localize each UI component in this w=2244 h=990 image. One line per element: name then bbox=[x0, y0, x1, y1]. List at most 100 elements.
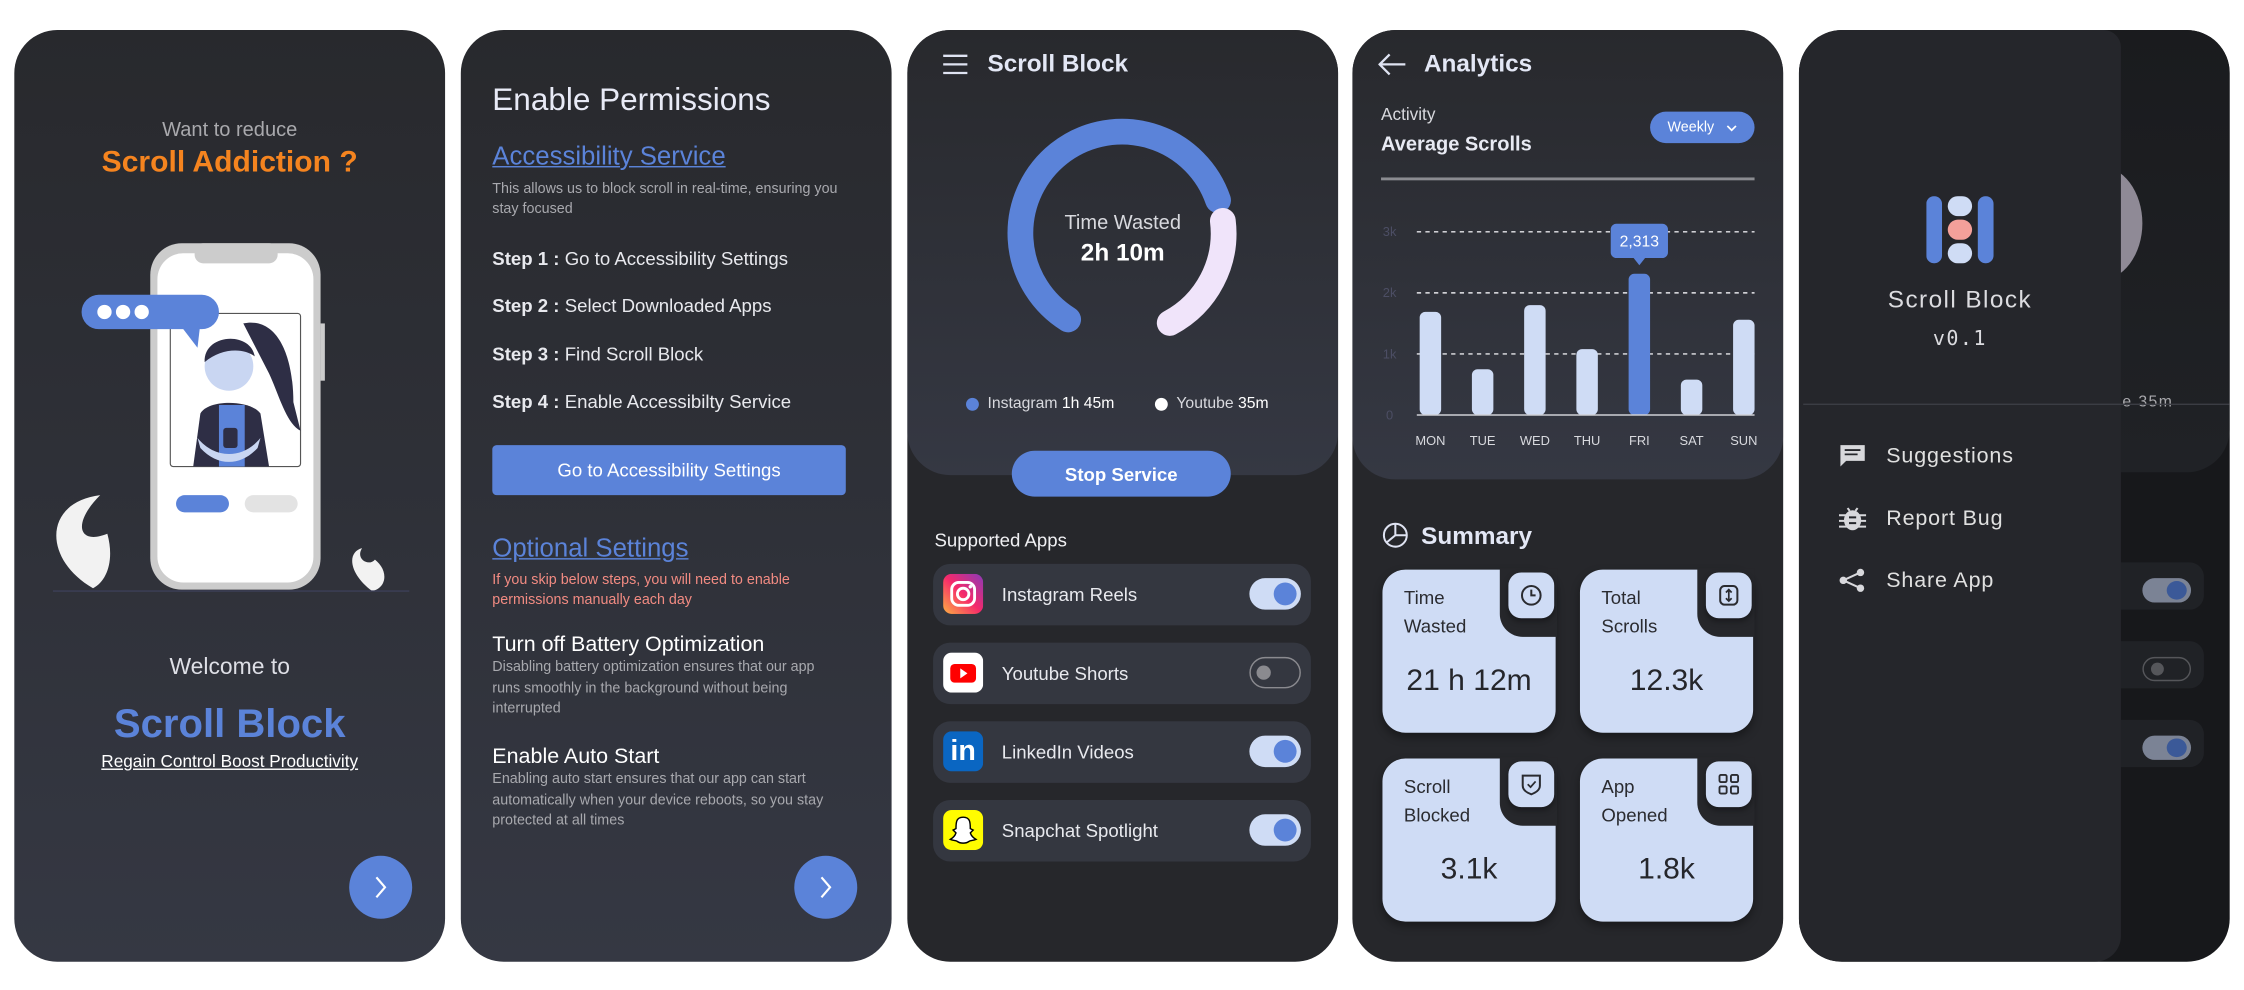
app-name: Snapchat Spotlight bbox=[1001, 820, 1158, 842]
app-version: v0.1 bbox=[1932, 327, 1987, 351]
supported-apps-title: Supported Apps bbox=[934, 529, 1067, 551]
step-text: Go to Accessibility Settings bbox=[559, 247, 789, 270]
arrow-left-icon[interactable] bbox=[1378, 53, 1407, 76]
legend-name: Youtube bbox=[1176, 394, 1234, 413]
step-label: Step 4 : bbox=[492, 390, 560, 413]
go-to-accessibility-button[interactable]: Go to Accessibility Settings bbox=[492, 445, 846, 496]
x-tick-label: TUE bbox=[1470, 433, 1496, 448]
app-name: LinkedIn Videos bbox=[1001, 741, 1134, 763]
app-toggle[interactable] bbox=[1249, 735, 1301, 768]
app-toggle[interactable] bbox=[1249, 578, 1301, 610]
hamburger-menu-icon[interactable] bbox=[943, 54, 968, 75]
grid-icon bbox=[1705, 761, 1752, 808]
card-label: Scroll Blocked bbox=[1403, 775, 1471, 826]
autostart-description: Enabling auto start ensures that our app… bbox=[492, 771, 824, 829]
x-tick-label: SUN bbox=[1730, 433, 1757, 448]
scroll-vertical-icon bbox=[1705, 572, 1752, 619]
app-title: Scroll Block bbox=[987, 50, 1129, 78]
menu-item-label: Suggestions bbox=[1886, 442, 2014, 468]
step-text: Find Scroll Block bbox=[559, 343, 704, 365]
next-button[interactable] bbox=[794, 855, 858, 919]
analytics-screen: Analytics Activity Average Scrolls Weekl… bbox=[1352, 30, 1784, 962]
summary-title: Summary bbox=[1421, 522, 1532, 550]
app-logo bbox=[1926, 196, 1994, 264]
menu-item-suggestions[interactable]: Suggestions bbox=[1839, 438, 2014, 472]
drawer-app-name: Scroll Block bbox=[1887, 286, 2033, 314]
optional-warning: If you skip below steps, you will need t… bbox=[492, 572, 790, 609]
step-label: Step 2 : bbox=[492, 294, 560, 317]
divider bbox=[1381, 177, 1755, 180]
x-tick-label: SAT bbox=[1680, 433, 1704, 448]
app-name: Instagram Reels bbox=[1001, 583, 1138, 606]
period-dropdown[interactable]: Weekly bbox=[1650, 111, 1755, 144]
bar-mon bbox=[1419, 311, 1442, 416]
legend-youtube: Youtube 35m bbox=[1154, 394, 1269, 413]
summary-card: Time Wasted 21 h 12m bbox=[1382, 568, 1558, 733]
app-row: Instagram Reels bbox=[933, 563, 1311, 626]
phone-illustration bbox=[52, 243, 410, 592]
toggle-knob bbox=[1273, 818, 1297, 842]
bug-icon bbox=[1838, 506, 1867, 530]
summary-card: Total Scrolls 12.3k bbox=[1579, 568, 1755, 733]
home-screen: Scroll Block Time Wasted 2h 10m Instagra… bbox=[907, 30, 1339, 962]
menu-item-share[interactable]: Share App bbox=[1839, 562, 1994, 596]
instagram-icon bbox=[943, 573, 984, 614]
navigation-drawer: Scroll Block v0.1 bbox=[1798, 30, 2121, 962]
page-title: Enable Permissions bbox=[492, 81, 771, 118]
tooltip-pointer bbox=[1633, 258, 1646, 266]
bar-fri bbox=[1628, 273, 1651, 416]
pie-chart-icon bbox=[1382, 522, 1408, 548]
toggle-knob bbox=[1273, 582, 1297, 606]
dimmed-toggle bbox=[2142, 656, 2192, 682]
step-item: Step 2 : Select Downloaded Apps bbox=[492, 296, 771, 315]
legend-instagram: Instagram 1h 45m bbox=[966, 396, 1114, 412]
menu-item-report-bug[interactable]: Report Bug bbox=[1838, 501, 2004, 535]
menu-item-label: Report Bug bbox=[1886, 505, 2004, 531]
autostart-title: Enable Auto Start bbox=[492, 744, 660, 769]
legend-value: 35m bbox=[1237, 394, 1269, 413]
pre-title: Want to reduce bbox=[162, 117, 298, 141]
card-value: 12.3k bbox=[1629, 664, 1704, 697]
bar-wed bbox=[1524, 305, 1546, 416]
dimmed-toggle bbox=[2142, 735, 2192, 760]
chat-icon bbox=[1840, 444, 1865, 466]
app-row: in LinkedIn Videos bbox=[933, 721, 1311, 783]
bar-thu bbox=[1576, 349, 1598, 416]
app-toggle[interactable] bbox=[1249, 656, 1301, 689]
step-text: Select Downloaded Apps bbox=[559, 294, 772, 317]
stop-service-button[interactable]: Stop Service bbox=[1011, 450, 1231, 497]
accessibility-heading: Accessibility Service bbox=[492, 141, 726, 171]
toggle-knob bbox=[1256, 665, 1271, 680]
battery-description: Disabling battery optimization ensures t… bbox=[492, 659, 815, 717]
tagline: Regain Control Boost Productivity bbox=[101, 751, 359, 772]
app-toggle[interactable] bbox=[1249, 814, 1301, 846]
app-name: Scroll Block bbox=[113, 701, 346, 746]
accessibility-description: This allows us to block scroll in real-t… bbox=[492, 181, 838, 218]
step-text: Enable Accessibilty Service bbox=[559, 390, 792, 413]
chevron-right-icon bbox=[375, 876, 387, 899]
time-wasted-ring bbox=[1007, 118, 1237, 336]
highlight-title: Scroll Addiction ? bbox=[101, 145, 358, 179]
legend-dot bbox=[1154, 397, 1168, 411]
chart-title: Average Scrolls bbox=[1381, 131, 1532, 155]
step-label: Step 1 : bbox=[492, 247, 560, 270]
chevron-right-icon bbox=[820, 876, 832, 899]
x-tick-label: THU bbox=[1574, 433, 1600, 448]
activity-label: Activity bbox=[1381, 104, 1436, 125]
welcome-text: Welcome to bbox=[169, 655, 290, 680]
linkedin-icon: in bbox=[943, 731, 984, 772]
summary-card: App Opened 1.8k bbox=[1579, 757, 1755, 922]
period-value: Weekly bbox=[1667, 119, 1715, 136]
y-tick-label: 3k bbox=[1383, 224, 1397, 239]
page-title: Analytics bbox=[1423, 50, 1533, 78]
menu-item-label: Share App bbox=[1886, 567, 1995, 592]
next-button[interactable] bbox=[349, 855, 413, 919]
x-tick-label: FRI bbox=[1629, 433, 1650, 448]
share-icon bbox=[1839, 568, 1865, 592]
y-tick-label: 0 bbox=[1386, 407, 1393, 422]
app-name: Youtube Shorts bbox=[1001, 662, 1129, 685]
battery-title: Turn off Battery Optimization bbox=[492, 632, 765, 657]
shield-check-icon bbox=[1508, 761, 1555, 808]
step-label: Step 3 : bbox=[492, 343, 560, 365]
card-notch bbox=[1499, 757, 1558, 826]
